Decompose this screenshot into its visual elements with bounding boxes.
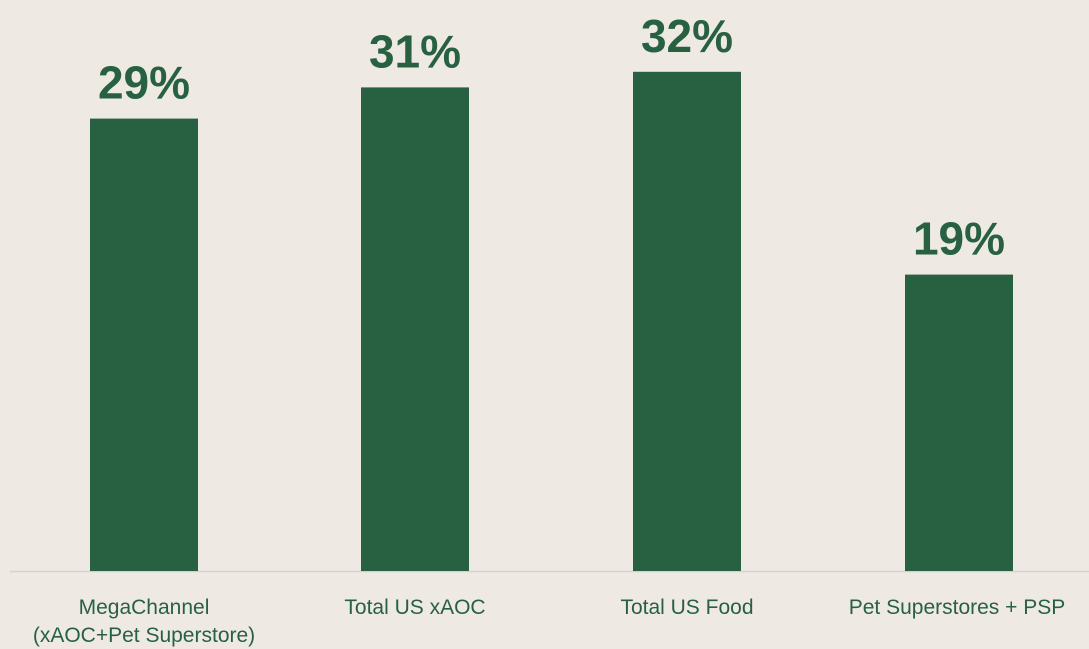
x-tick-label: Pet Superstores + PSP [849, 596, 1066, 619]
value-label: 29% [98, 57, 190, 109]
bar [90, 118, 198, 571]
bar [905, 274, 1013, 571]
x-tick-label: Total US xAOC [344, 596, 485, 619]
value-label: 32% [641, 10, 733, 62]
value-label: 31% [369, 25, 461, 77]
bar [633, 71, 741, 572]
x-tick-label: MegaChannel (xAOC+Pet Superstore) [33, 596, 255, 647]
value-label: 19% [913, 213, 1005, 265]
bar [361, 87, 469, 572]
x-tick-label: Total US Food [620, 596, 753, 619]
